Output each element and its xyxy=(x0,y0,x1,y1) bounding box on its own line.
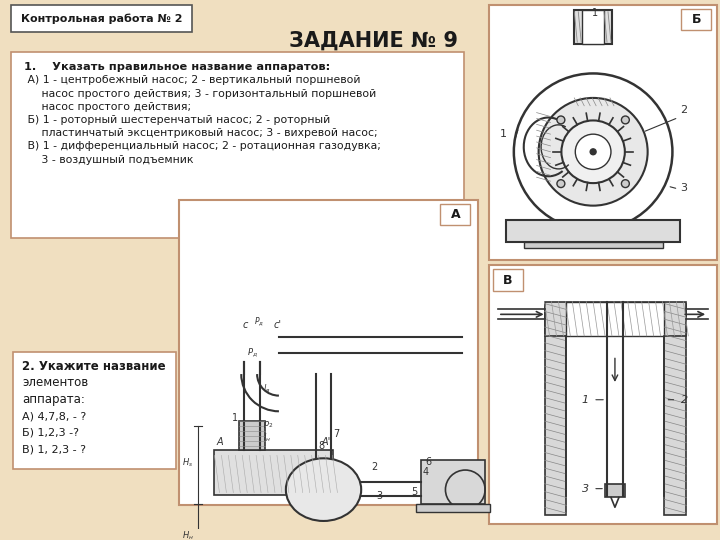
Text: c: c xyxy=(242,320,248,330)
Bar xyxy=(575,10,612,44)
Text: 2: 2 xyxy=(680,395,688,405)
Text: 3: 3 xyxy=(680,183,688,193)
Text: 2. Укажите название: 2. Укажите название xyxy=(22,360,166,373)
Bar xyxy=(239,421,265,450)
Text: насос простого действия; 3 - горизонтальный поршневой: насос простого действия; 3 - горизонталь… xyxy=(24,89,377,98)
Text: 5: 5 xyxy=(410,487,417,496)
FancyBboxPatch shape xyxy=(681,9,711,30)
Circle shape xyxy=(621,180,629,187)
Bar xyxy=(420,460,485,504)
Bar xyxy=(544,302,686,336)
Circle shape xyxy=(557,116,565,124)
Text: 3: 3 xyxy=(376,491,382,502)
Text: Б) 1 - роторный шестеренчатый насос; 2 - роторный: Б) 1 - роторный шестеренчатый насос; 2 -… xyxy=(24,115,330,125)
Circle shape xyxy=(621,116,629,124)
Text: c': c' xyxy=(274,320,282,330)
Text: 7: 7 xyxy=(333,429,340,438)
Bar xyxy=(506,220,680,242)
Text: Б) 1,2,3 -?: Б) 1,2,3 -? xyxy=(22,428,79,438)
FancyBboxPatch shape xyxy=(179,200,478,505)
Text: А': А' xyxy=(322,436,330,447)
Text: аппарата:: аппарата: xyxy=(22,393,85,406)
Text: 2: 2 xyxy=(680,105,688,114)
FancyBboxPatch shape xyxy=(12,52,464,238)
Bar xyxy=(605,484,625,497)
Text: 1: 1 xyxy=(500,129,507,139)
Text: $H_н$: $H_н$ xyxy=(181,530,194,540)
Text: $l_н$: $l_н$ xyxy=(263,431,271,444)
Text: 2: 2 xyxy=(371,462,377,472)
FancyBboxPatch shape xyxy=(441,204,470,225)
Text: $p_2$: $p_2$ xyxy=(263,419,274,430)
Text: 6: 6 xyxy=(426,457,432,467)
Text: А: А xyxy=(217,436,223,447)
FancyBboxPatch shape xyxy=(13,352,176,469)
Text: $P_д$: $P_д$ xyxy=(247,346,258,359)
Bar xyxy=(567,302,665,336)
Text: Б: Б xyxy=(691,13,701,26)
Text: Контрольная работа № 2: Контрольная работа № 2 xyxy=(21,14,182,24)
Text: А: А xyxy=(451,208,460,221)
Text: 1: 1 xyxy=(592,8,598,18)
Text: В: В xyxy=(503,274,513,287)
Text: 1: 1 xyxy=(582,395,589,405)
Text: элементов: элементов xyxy=(22,376,89,389)
Text: В) 1 - дифференциальный насос; 2 - ротационная газодувка;: В) 1 - дифференциальный насос; 2 - ротац… xyxy=(24,141,381,151)
Bar xyxy=(665,303,686,515)
Circle shape xyxy=(539,98,648,206)
Circle shape xyxy=(562,120,625,183)
Text: 3 - воздушный подъемник: 3 - воздушный подъемник xyxy=(24,154,194,165)
Bar xyxy=(523,242,662,248)
Text: А) 4,7,8, - ?: А) 4,7,8, - ? xyxy=(22,411,86,421)
Text: пластинчатый эксцентриковый насос; 3 - вихревой насос;: пластинчатый эксцентриковый насос; 3 - в… xyxy=(24,128,378,138)
FancyBboxPatch shape xyxy=(489,265,717,524)
Circle shape xyxy=(557,180,565,187)
Text: 4: 4 xyxy=(423,467,429,477)
FancyBboxPatch shape xyxy=(493,269,523,291)
Circle shape xyxy=(590,149,596,155)
Bar xyxy=(544,303,567,515)
Text: ЗАДАНИЕ № 9: ЗАДАНИЕ № 9 xyxy=(289,31,458,51)
Text: насос простого действия;: насос простого действия; xyxy=(24,102,192,112)
Text: 3: 3 xyxy=(582,484,589,494)
Circle shape xyxy=(575,134,611,170)
Bar xyxy=(582,10,604,44)
FancyBboxPatch shape xyxy=(12,5,192,32)
Text: $l_в$: $l_в$ xyxy=(263,383,271,395)
Text: 1: 1 xyxy=(233,413,238,423)
Ellipse shape xyxy=(286,458,361,521)
Bar xyxy=(415,504,490,512)
FancyBboxPatch shape xyxy=(489,5,717,260)
Text: А) 1 - центробежный насос; 2 - вертикальный поршневой: А) 1 - центробежный насос; 2 - вертикаль… xyxy=(24,75,361,85)
Text: $H_s$: $H_s$ xyxy=(182,456,194,469)
Text: 8: 8 xyxy=(318,441,325,450)
Text: $P_д$: $P_д$ xyxy=(254,316,264,328)
Bar xyxy=(215,450,333,495)
Text: 1.    Указать правильное название аппаратов:: 1. Указать правильное название аппаратов… xyxy=(24,62,330,72)
Text: В) 1, 2,3 - ?: В) 1, 2,3 - ? xyxy=(22,444,86,455)
